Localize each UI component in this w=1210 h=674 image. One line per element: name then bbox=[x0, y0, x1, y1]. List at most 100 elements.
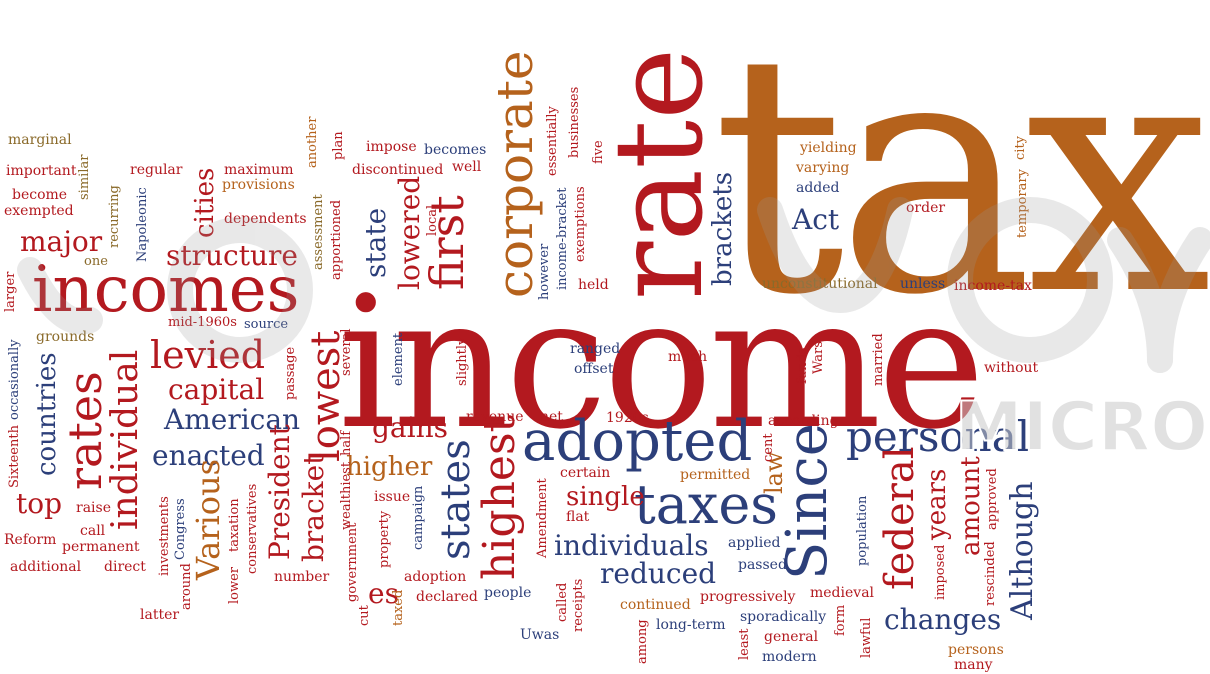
word-additional: additional bbox=[10, 559, 82, 575]
word-receipts: receipts bbox=[571, 578, 586, 632]
word-element: element bbox=[391, 332, 406, 386]
word-income: income bbox=[338, 257, 985, 469]
word-Various: Various bbox=[189, 458, 227, 580]
word-countries: countries bbox=[32, 352, 62, 476]
word-discontinued: discontinued bbox=[352, 162, 444, 178]
word-Congress: Congress bbox=[173, 498, 188, 560]
word-similar: similar bbox=[77, 154, 92, 200]
word-slightly: slightly bbox=[455, 337, 470, 386]
word-among: among bbox=[635, 619, 650, 664]
word-income-tax: income-tax bbox=[954, 278, 1032, 294]
word-according: according bbox=[768, 413, 839, 429]
word-maximum: maximum bbox=[224, 162, 294, 178]
word-gains: gains bbox=[372, 411, 448, 444]
word-lower: lower bbox=[227, 566, 242, 604]
word-least: least bbox=[737, 628, 752, 661]
word-exemptions: exemptions bbox=[573, 186, 588, 262]
word-persons: persons bbox=[948, 642, 1004, 658]
word-single: single bbox=[566, 482, 645, 512]
word-structure: structure bbox=[166, 239, 298, 272]
word-progressively: progressively bbox=[700, 589, 796, 605]
word-changes: changes bbox=[884, 603, 1002, 636]
word-varying: varying bbox=[796, 160, 850, 176]
word-tax: tax bbox=[712, 0, 1210, 367]
word-unless: unless bbox=[900, 276, 946, 292]
word-rescinded: rescinded bbox=[983, 541, 998, 606]
word-permanent: permanent bbox=[62, 539, 140, 555]
word-called: called bbox=[555, 582, 570, 622]
word-Act: Act bbox=[792, 203, 840, 236]
word-certain: certain bbox=[560, 465, 611, 481]
word-half: half bbox=[339, 430, 354, 456]
word-reduced: reduced bbox=[600, 557, 717, 590]
word-Napoleonic: Napoleonic bbox=[135, 187, 150, 262]
word-permitted: permitted bbox=[680, 467, 751, 483]
word-added: added bbox=[796, 180, 840, 196]
word-without: without bbox=[984, 360, 1039, 376]
word-provisions: provisions bbox=[222, 177, 295, 193]
word-offset: offset bbox=[574, 361, 614, 377]
word-mid-1960s: mid-1960s bbox=[168, 315, 237, 330]
word-Uwas: Uwas bbox=[520, 627, 560, 643]
word-become: become bbox=[12, 187, 68, 203]
word-regular: regular bbox=[130, 162, 183, 178]
word-rates: rates bbox=[58, 371, 112, 490]
word-marginal: marginal bbox=[8, 132, 72, 148]
word-adoption: adoption bbox=[404, 569, 467, 585]
word-taxes: taxes bbox=[634, 473, 779, 536]
word-another: another bbox=[305, 116, 320, 168]
word-taxed: taxed bbox=[391, 589, 406, 626]
word-source: source bbox=[244, 317, 289, 332]
word-many: many bbox=[954, 657, 993, 673]
word-Although: Although bbox=[1005, 481, 1040, 620]
word-temporary: temporary bbox=[1015, 169, 1030, 238]
word-impose: impose bbox=[366, 139, 417, 155]
word-conservatives: conservatives bbox=[245, 483, 260, 574]
word-cities: cities bbox=[190, 167, 220, 238]
word-enacted: enacted bbox=[152, 439, 265, 472]
word-highest: highest bbox=[474, 414, 525, 580]
word-net: net bbox=[540, 409, 563, 425]
word-exempted: exempted bbox=[4, 203, 74, 219]
word-individual: individual bbox=[105, 349, 146, 530]
word-1920s: 1920s bbox=[606, 410, 649, 426]
word-much: much bbox=[668, 349, 708, 365]
word-passage: passage bbox=[283, 346, 298, 400]
word-order: order bbox=[906, 200, 946, 216]
word-income-bracket: income-bracket bbox=[555, 187, 570, 290]
word-sporadically: sporadically bbox=[740, 609, 827, 625]
word-property: property bbox=[377, 510, 392, 568]
word-form: form bbox=[833, 604, 848, 636]
word-Since: Since bbox=[775, 423, 840, 580]
word-passed: passed bbox=[738, 557, 787, 573]
word-around: around bbox=[179, 563, 194, 610]
word-American: American bbox=[164, 403, 301, 436]
word-population: population bbox=[855, 495, 870, 566]
word-Wars: Wars bbox=[811, 341, 826, 374]
word-Reform: Reform bbox=[4, 532, 57, 548]
word-occasionally: occasionally bbox=[7, 339, 22, 420]
word-married: married bbox=[871, 333, 886, 386]
word-personal: personal bbox=[846, 412, 1031, 461]
word-individuals: individuals bbox=[554, 529, 709, 562]
word-Sixteenth: Sixteenth bbox=[7, 425, 22, 488]
word-however: however bbox=[537, 243, 552, 300]
word-one: one bbox=[84, 254, 108, 269]
word-general: general bbox=[764, 629, 819, 645]
word-approved: approved bbox=[985, 468, 1000, 530]
word-imposed: imposed bbox=[933, 544, 948, 600]
word-cent: cent bbox=[761, 433, 776, 462]
word-President: President bbox=[263, 424, 296, 560]
word-modern: modern bbox=[762, 649, 817, 665]
word-plan: plan bbox=[331, 131, 346, 160]
word-several: several bbox=[339, 328, 354, 376]
word-amount: amount bbox=[956, 456, 986, 556]
word-yielding: yielding bbox=[800, 140, 857, 156]
word-taxation: taxation bbox=[227, 498, 242, 552]
word-recurring: recurring bbox=[107, 185, 122, 248]
word-wealthiest: wealthiest bbox=[339, 461, 354, 530]
word-local: local bbox=[425, 204, 440, 236]
word-medieval: medieval bbox=[810, 585, 875, 601]
word-levied: levied bbox=[150, 333, 266, 377]
